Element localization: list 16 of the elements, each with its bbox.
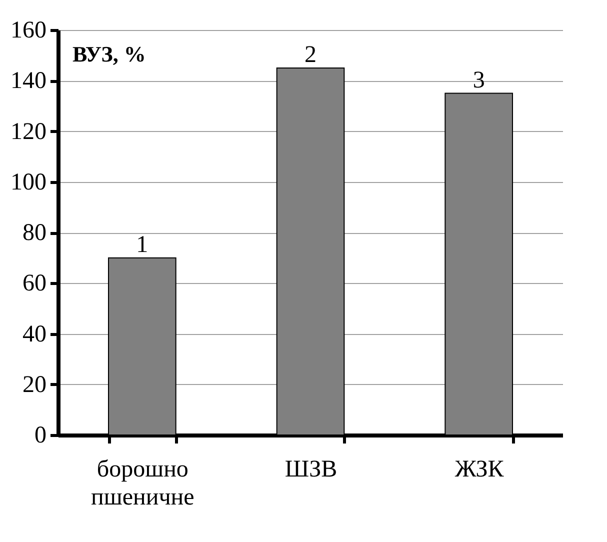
y-axis-title: ВУЗ, % bbox=[72, 42, 146, 66]
y-tick-label: 20 bbox=[22, 372, 46, 398]
y-tick-label: 0 bbox=[34, 422, 46, 448]
x-tick-label: ШЗВ bbox=[284, 456, 338, 482]
x-tick-label: борошно пшеничне bbox=[91, 456, 194, 510]
annotation: 2 bbox=[304, 42, 316, 68]
y-tick-label: 140 bbox=[10, 68, 46, 94]
y-tick-label: 100 bbox=[10, 169, 46, 196]
y-tick-label: 40 bbox=[22, 321, 46, 348]
y-tick-label: 60 bbox=[22, 270, 46, 297]
annotation: 3 bbox=[472, 67, 485, 94]
y-tick-label: 80 bbox=[22, 220, 46, 246]
y-tick-label: 120 bbox=[10, 118, 46, 145]
annotation: 1 bbox=[136, 232, 148, 258]
y-tick-label: 160 bbox=[10, 18, 46, 44]
x-tick-label: ЖЗК bbox=[454, 456, 505, 482]
